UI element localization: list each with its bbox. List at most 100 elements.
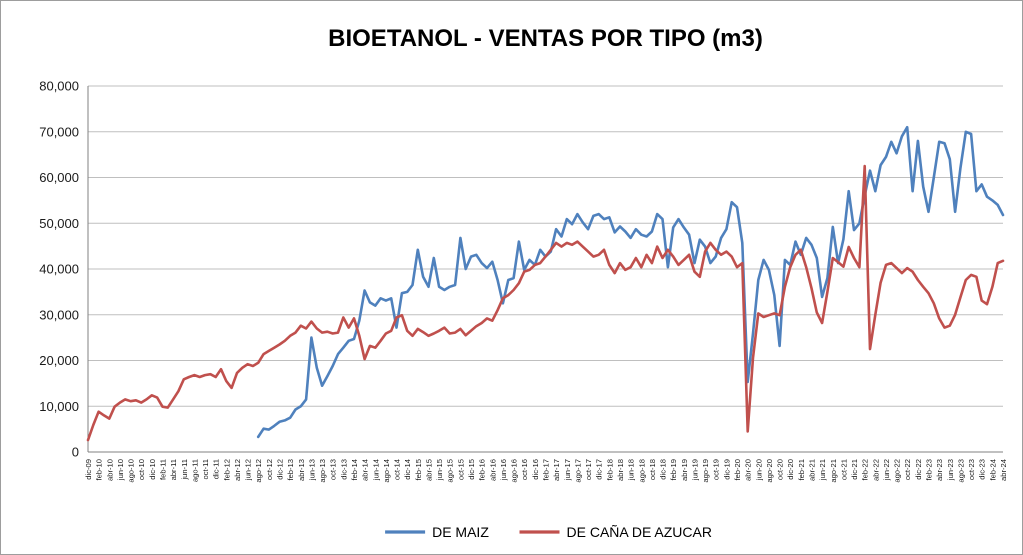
y-tick-label: 20,000 [39, 353, 79, 368]
y-tick-label: 70,000 [39, 124, 79, 139]
x-tick-label: dic-09 [84, 459, 93, 480]
x-tick-label: feb-15 [414, 459, 423, 481]
x-tick-label: abr-24 [999, 459, 1008, 481]
x-tick-label: feb-14 [350, 459, 359, 481]
y-tick-label: 10,000 [39, 399, 79, 414]
x-tick-label: feb-23 [925, 459, 934, 481]
x-tick-label: jun-19 [690, 459, 699, 481]
x-tick-label: ago-21 [829, 459, 838, 483]
x-tick-label: abr-10 [105, 459, 114, 481]
x-tick-label: feb-19 [669, 459, 678, 481]
y-tick-label: 0 [72, 445, 79, 460]
x-tick-label: oct-19 [712, 459, 721, 480]
x-tick-label: dic-14 [403, 459, 412, 480]
x-tick-label: jun-13 [307, 459, 316, 481]
x-tick-label: dic-17 [595, 459, 604, 480]
x-tick-label: ago-17 [573, 459, 582, 483]
x-tick-label: feb-21 [797, 459, 806, 481]
x-tick-label: jun-18 [627, 459, 636, 481]
x-tick-label: feb-17 [542, 459, 551, 481]
x-tick-label: feb-10 [95, 459, 104, 481]
x-tick-label: abr-12 [233, 459, 242, 481]
y-tick-label: 30,000 [39, 307, 79, 322]
x-tick-label: oct-14 [393, 459, 402, 480]
x-tick-label: ago-10 [127, 459, 136, 483]
y-tick-label: 50,000 [39, 216, 79, 231]
series-line-1 [86, 164, 1005, 442]
x-tick-label: oct-10 [137, 459, 146, 480]
x-tick-label: dic-11 [212, 459, 221, 479]
x-tick-label: ago-18 [637, 459, 646, 483]
x-tick-label: jun-10 [116, 459, 125, 481]
x-tick-label: dic-19 [722, 459, 731, 480]
x-tick-label: abr-21 [807, 459, 816, 481]
x-tick-label: jun-22 [882, 459, 891, 481]
x-tick-label: feb-22 [861, 459, 870, 481]
x-tick-label: oct-13 [329, 459, 338, 480]
x-tick-label: ago-23 [956, 459, 965, 483]
x-tick-label: ago-12 [254, 459, 263, 483]
x-tick-label: feb-13 [286, 459, 295, 481]
x-tick-label: feb-16 [478, 459, 487, 481]
chart-title: BIOETANOL - VENTAS POR TIPO (m3) [328, 25, 763, 52]
x-tick-label: jun-12 [244, 459, 253, 481]
x-tick-label: dic-22 [914, 459, 923, 480]
x-tick-label: oct-17 [584, 459, 593, 480]
x-tick-label: oct-15 [456, 459, 465, 480]
y-tick-label: 40,000 [39, 262, 79, 277]
x-tick-label: ago-16 [510, 459, 519, 483]
x-tick-label: dic-21 [850, 459, 859, 480]
x-tick-label: jun-11 [180, 459, 189, 481]
series-line-0 [256, 125, 1005, 439]
x-tick-label: dic-16 [531, 459, 540, 480]
x-tick-label: abr-18 [616, 459, 625, 481]
y-tick-label: 80,000 [39, 79, 79, 94]
x-tick-label: oct-16 [520, 459, 529, 480]
x-tick-label: abr-13 [297, 459, 306, 481]
x-tick-label: oct-12 [265, 459, 274, 480]
x-tick-label: abr-22 [871, 459, 880, 481]
x-tick-label: oct-18 [648, 459, 657, 480]
x-tick-label: dic-18 [659, 459, 668, 480]
x-tick-label: oct-23 [967, 459, 976, 480]
x-tick-label: abr-17 [552, 459, 561, 481]
x-tick-label: ago-20 [765, 459, 774, 483]
x-tick-label: dic-15 [467, 459, 476, 480]
x-tick-label: abr-23 [935, 459, 944, 481]
y-tick-label: 60,000 [39, 170, 79, 185]
x-tick-label: jun-23 [946, 459, 955, 481]
x-tick-label: dic-13 [339, 459, 348, 480]
x-tick-label: jun-14 [371, 459, 380, 481]
x-tick-label: dic-20 [786, 459, 795, 480]
x-tick-label: abr-15 [424, 459, 433, 481]
legend-label-0: DE MAIZ [432, 524, 489, 540]
x-tick-label: dic-23 [978, 459, 987, 480]
x-tick-label: ago-19 [701, 459, 710, 483]
x-tick-label: abr-11 [169, 459, 178, 480]
x-tick-label: feb-18 [605, 459, 614, 481]
x-tick-label: abr-16 [488, 459, 497, 481]
x-tick-label: dic-10 [148, 459, 157, 480]
x-tick-label: feb-11 [158, 459, 167, 480]
x-tick-label: ago-13 [318, 459, 327, 483]
x-tick-label: feb-20 [733, 459, 742, 481]
legend-label-1: DE CAÑA DE AZUCAR [567, 524, 712, 540]
x-tick-label: abr-14 [361, 459, 370, 481]
x-tick-label: abr-19 [680, 459, 689, 481]
x-tick-label: feb-24 [988, 459, 997, 481]
x-tick-label: jun-20 [754, 459, 763, 481]
x-tick-label: jun-16 [499, 459, 508, 481]
x-tick-label: oct-20 [776, 459, 785, 480]
x-tick-label: oct-21 [839, 459, 848, 480]
x-tick-label: jun-17 [563, 459, 572, 481]
x-tick-label: feb-12 [222, 459, 231, 481]
x-tick-label: ago-14 [382, 459, 391, 483]
x-tick-label: jun-15 [435, 459, 444, 481]
x-tick-label: jun-21 [818, 459, 827, 481]
x-tick-label: ago-11 [190, 459, 199, 482]
x-tick-label: oct-11 [201, 459, 210, 480]
x-tick-label: ago-15 [446, 459, 455, 483]
x-tick-label: dic-12 [276, 459, 285, 480]
